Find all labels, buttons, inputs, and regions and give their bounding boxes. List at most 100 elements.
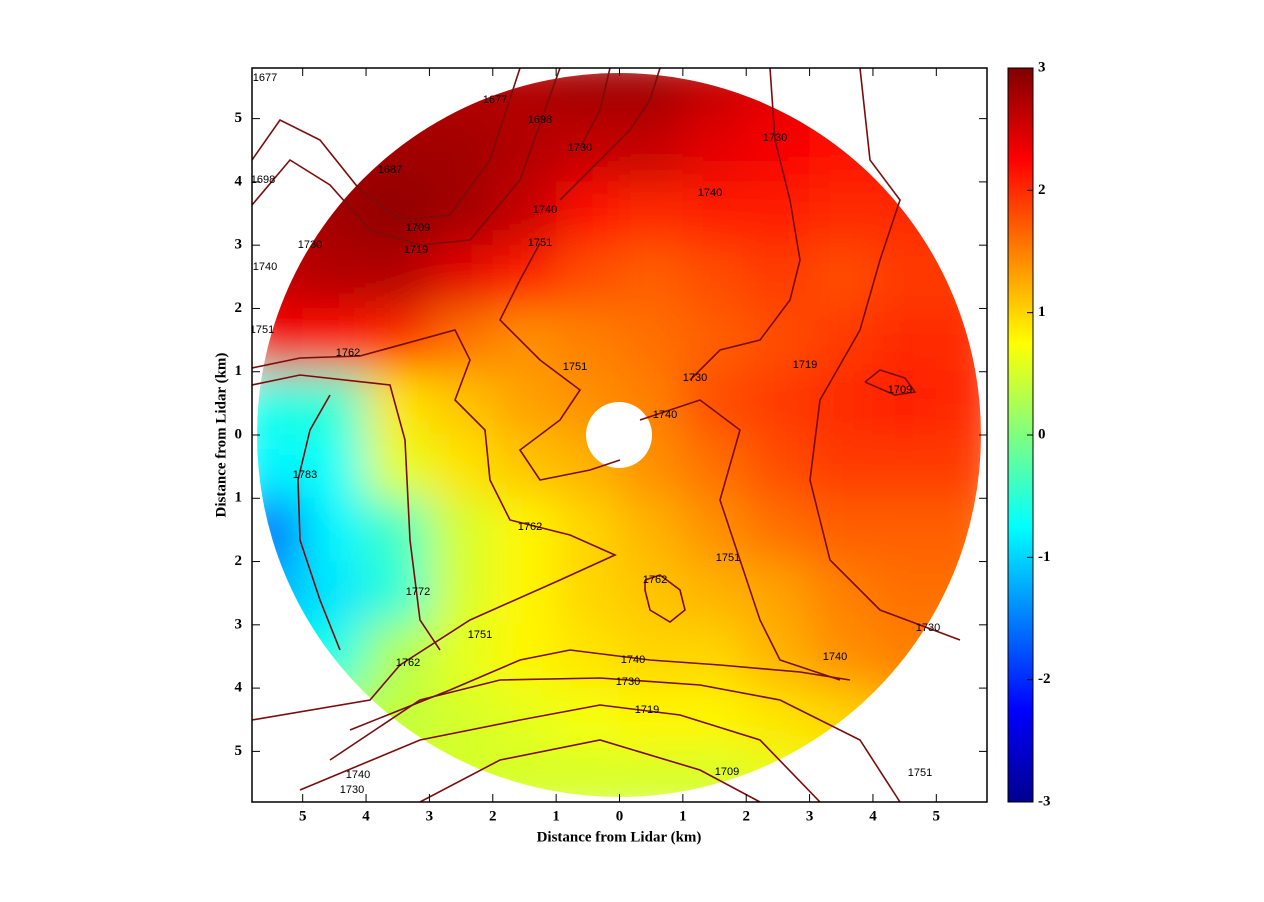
heat-cell xyxy=(682,371,747,436)
heat-cell xyxy=(365,624,430,689)
heat-cell xyxy=(619,497,684,563)
heat-cell xyxy=(682,307,747,373)
contour-line xyxy=(579,68,611,149)
heat-cell xyxy=(682,624,747,689)
heat-cell xyxy=(365,181,430,246)
heat-cell xyxy=(935,73,981,120)
heat-cell xyxy=(745,687,811,752)
heat-cell xyxy=(619,118,684,183)
y-tick-label: 3 xyxy=(235,237,243,253)
contour-label: 1740 xyxy=(653,409,677,421)
heat-cell xyxy=(682,434,747,499)
heat-cell xyxy=(682,750,747,797)
heat-cell xyxy=(872,307,937,373)
heat-cell xyxy=(428,497,494,563)
heat-cell xyxy=(492,434,557,499)
heat-cell xyxy=(745,561,811,626)
heat-cell xyxy=(302,497,367,563)
contour-label: 1740 xyxy=(533,204,557,216)
contour-line xyxy=(252,68,561,246)
heat-cell xyxy=(745,750,811,797)
contour-label: 1677 xyxy=(253,72,277,84)
heat-cell xyxy=(619,687,684,752)
heat-cell xyxy=(935,307,981,373)
contour-line xyxy=(639,399,841,681)
y-axis-label: Distance from Lidar (km) xyxy=(213,353,229,518)
heat-cell xyxy=(492,561,557,626)
field-clip xyxy=(257,73,981,797)
contour-line xyxy=(559,68,661,201)
heat-cell xyxy=(935,750,981,797)
x-tick-label: 4 xyxy=(869,808,877,824)
heat-cell xyxy=(872,434,937,499)
x-tick-label: 0 xyxy=(616,808,624,824)
contour-label: 1730 xyxy=(298,239,322,251)
heat-cell xyxy=(492,624,557,689)
heat-cell xyxy=(745,371,811,436)
x-tick-label: 4 xyxy=(362,808,370,824)
heat-cell xyxy=(935,434,981,499)
heat-cell xyxy=(619,244,684,309)
heat-cell xyxy=(302,244,367,309)
heat-cell xyxy=(257,307,304,373)
heat-cell xyxy=(428,750,494,797)
heat-cell xyxy=(935,244,981,309)
y-tick-label: 4 xyxy=(235,680,243,696)
heat-cell xyxy=(745,181,811,246)
axes: 5 4 3 2 1 0 1 2 3 4 5 5 4 3 2 1 0 1 2 3 4 5 -3 -2 -1 0 1 2 3 xyxy=(235,59,1051,824)
heat-cell xyxy=(365,750,430,797)
heat-cell xyxy=(492,244,557,309)
heat-cell xyxy=(257,750,304,797)
heat-cell xyxy=(492,118,557,183)
x-tick-label: 5 xyxy=(933,808,941,824)
x-tick-label: 3 xyxy=(426,808,434,824)
heat-cell xyxy=(257,624,304,689)
center-hole xyxy=(586,402,652,468)
heat-cell xyxy=(555,497,620,563)
x-tick-label: 2 xyxy=(489,808,497,824)
contour-line xyxy=(252,329,617,721)
contour-label: 1698 xyxy=(251,174,275,186)
heat-cell xyxy=(257,181,304,246)
heat-cell xyxy=(872,687,937,752)
colorbar-tick-label: 2 xyxy=(1038,182,1046,198)
contour-line xyxy=(252,374,441,651)
heat-cell xyxy=(428,307,494,373)
heat-cell xyxy=(365,497,430,563)
contour-label: 1772 xyxy=(406,586,430,598)
contour-label: 1709 xyxy=(406,222,430,234)
heat-cell xyxy=(872,561,937,626)
contour-label: 1730 xyxy=(683,372,707,384)
heat-cell xyxy=(619,750,684,797)
contour-label: 1740 xyxy=(823,651,847,663)
heat-cell xyxy=(872,244,937,309)
heat-cell xyxy=(555,244,620,309)
heat-cell xyxy=(872,624,937,689)
y-tick-label: 4 xyxy=(235,173,243,189)
x-tick-label: 5 xyxy=(299,808,307,824)
heat-cell xyxy=(935,561,981,626)
heat-cell xyxy=(257,561,304,626)
heat-cell xyxy=(257,118,304,183)
heat-cell xyxy=(428,434,494,499)
heat-cell xyxy=(555,307,620,373)
contour-label: 1719 xyxy=(635,704,659,716)
contour-label: 1730 xyxy=(916,622,940,634)
heat-cell xyxy=(302,73,367,120)
heat-cell xyxy=(365,244,430,309)
y-tick-label: 3 xyxy=(235,616,243,632)
colorbar-tick-label: 0 xyxy=(1038,426,1046,442)
heat-cell xyxy=(428,181,494,246)
colorbar-tick-label: 1 xyxy=(1038,304,1046,320)
contour-label: 1709 xyxy=(715,766,739,778)
contour-line xyxy=(299,704,821,802)
contour-line xyxy=(689,68,801,381)
heat-cell xyxy=(492,307,557,373)
heat-cell xyxy=(872,73,937,120)
heat-cell xyxy=(682,73,747,120)
colorbar-tick-label: -2 xyxy=(1038,671,1051,687)
y-tick-label: 5 xyxy=(235,110,243,126)
heat-cell xyxy=(492,497,557,563)
heat-cell xyxy=(619,561,684,626)
